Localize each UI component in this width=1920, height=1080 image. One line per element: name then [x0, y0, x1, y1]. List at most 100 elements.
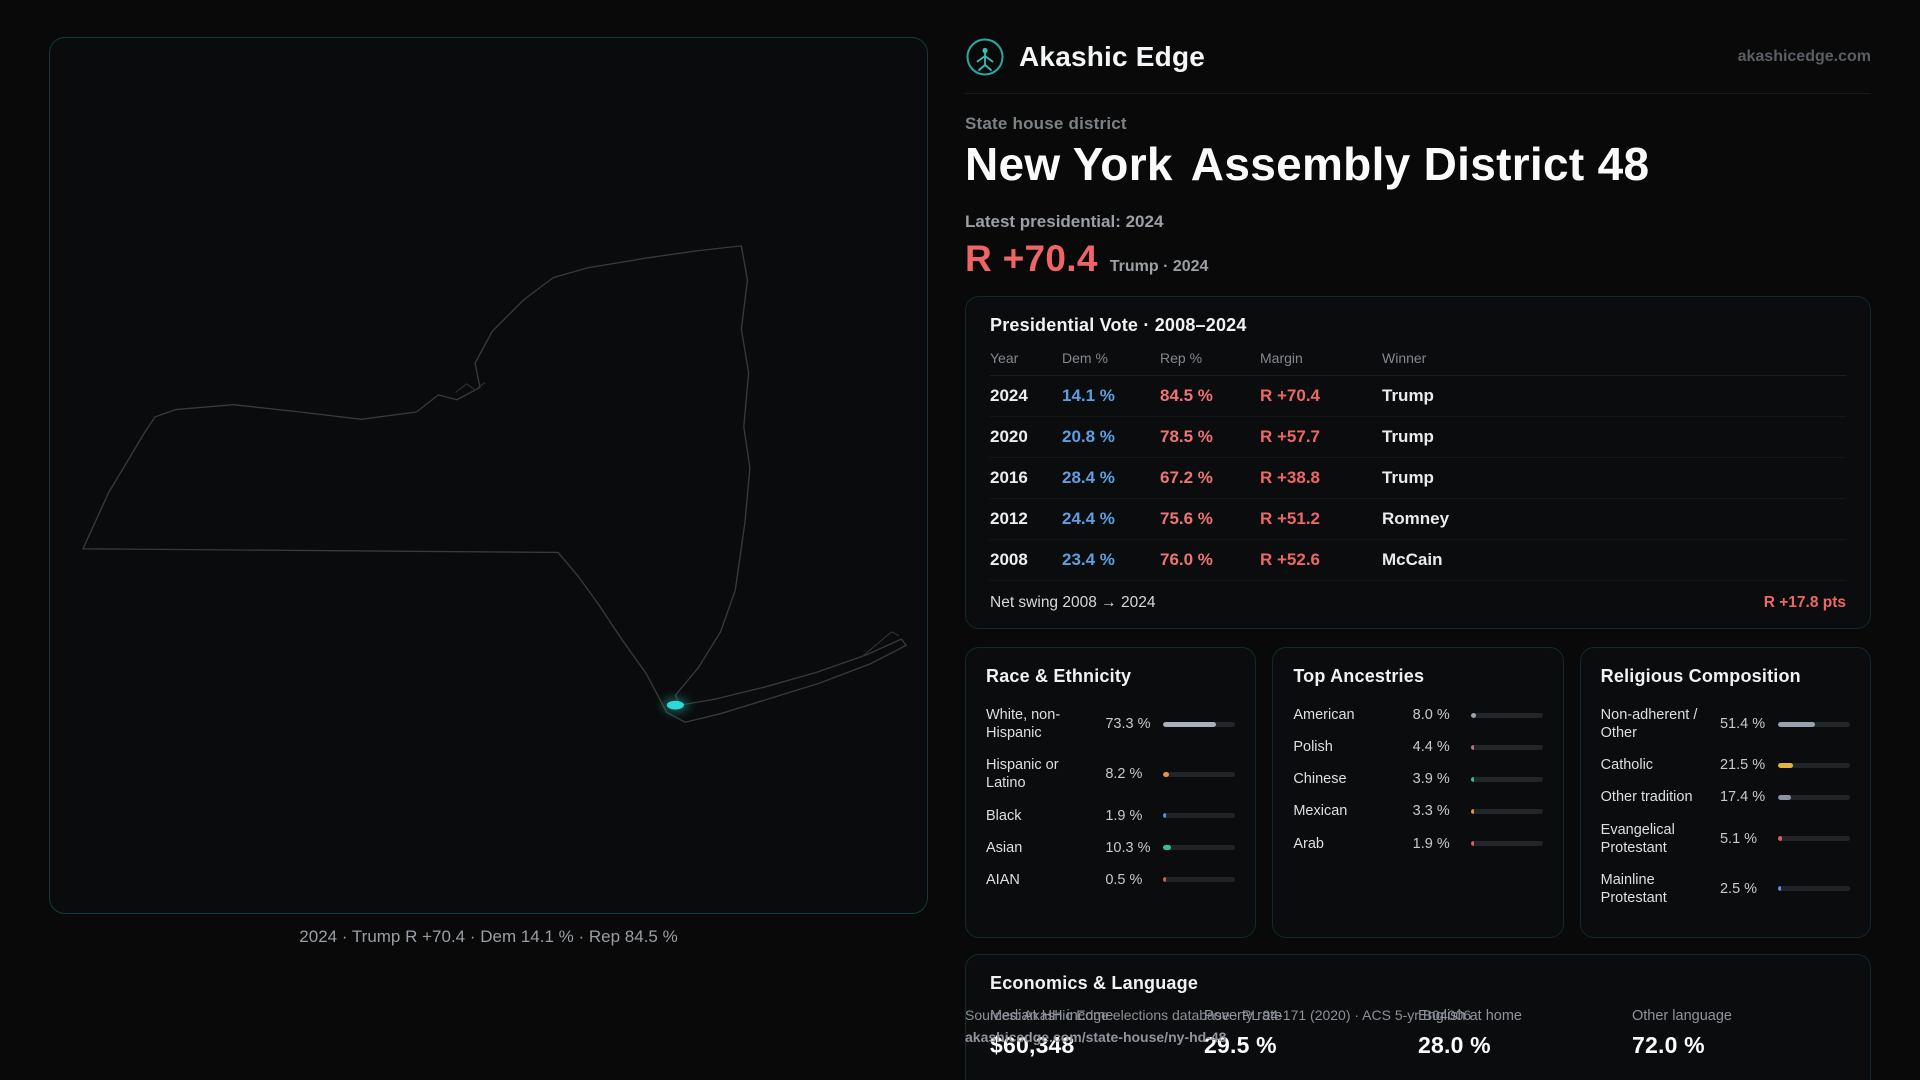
headline-margin-note: Trump · 2024: [1109, 258, 1209, 275]
cell-dem: 24.4 %: [1062, 509, 1115, 528]
district-highlight[interactable]: [666, 700, 684, 710]
table-row: 2016 28.4 % 67.2 % R +38.8 Trump: [990, 458, 1846, 499]
cell-year: 2008: [990, 550, 1028, 569]
demo-bar-fill: [1470, 744, 1474, 750]
table-row: 2008 23.4 % 76.0 % R +52.6 McCain: [990, 540, 1846, 581]
religious-composition-title: Religious Composition: [1600, 666, 1801, 686]
brand-site-link[interactable]: akashicedge.com: [1737, 48, 1871, 65]
race-ethnicity-card: Race & Ethnicity White, non-Hispanic 73.…: [965, 647, 1257, 938]
stat-english-at-home: English at home 28.0 %: [1418, 1008, 1632, 1059]
latest-presidential-label: Latest presidential: 2024: [965, 212, 1164, 231]
cell-winner: Romney: [1382, 509, 1450, 528]
cell-dem: 28.4 %: [1062, 468, 1115, 487]
cell-dem: 20.8 %: [1062, 427, 1115, 446]
demo-label: Evangelical Protestant: [1600, 821, 1675, 856]
stat-label: Other language: [1632, 1008, 1732, 1024]
race-ethnicity-title: Race & Ethnicity: [986, 666, 1132, 686]
demo-value: 1.9 %: [1105, 807, 1143, 824]
col-margin: Margin: [1260, 350, 1303, 366]
cell-year: 2020: [990, 427, 1028, 446]
demo-value: 73.3 %: [1105, 716, 1151, 733]
brand-name: Akashic Edge: [1019, 41, 1206, 72]
stat-label: Poverty rate: [1204, 1008, 1283, 1024]
demo-bar-fill: [1777, 721, 1815, 727]
demo-bar-track: [1777, 762, 1850, 768]
net-swing-label: Net swing 2008 → 2024: [990, 594, 1156, 611]
demo-value: 10.3 %: [1105, 839, 1151, 856]
net-swing-value: R +17.8 pts: [1763, 594, 1846, 611]
demo-bar-fill: [1163, 771, 1170, 777]
demo-label: Hispanic or Latino: [986, 757, 1059, 792]
cell-dem: 23.4 %: [1062, 550, 1115, 569]
demo-bar-track: [1163, 771, 1236, 777]
stat-label: English at home: [1418, 1008, 1522, 1024]
presidential-card-title: Presidential Vote · 2008–2024: [990, 315, 1247, 335]
demo-bar-track: [1163, 877, 1236, 883]
demo-bar-track: [1163, 845, 1236, 851]
demo-bar-fill: [1163, 721, 1217, 727]
economics-language-card: Economics & Language Median HH income $6…: [965, 954, 1871, 1080]
demo-row-item: Arab 1.9 %: [1293, 828, 1543, 860]
demo-label: Chinese: [1293, 771, 1347, 788]
table-row: 2024 14.1 % 84.5 % R +70.4 Trump: [990, 376, 1846, 417]
demo-bar-track: [1470, 808, 1543, 814]
demo-value: 51.4 %: [1719, 716, 1766, 733]
stat-value: $60,348: [990, 1032, 1075, 1058]
headline-margin-row: R +70.4 Trump · 2024: [965, 238, 1871, 280]
demo-bar-track: [1163, 813, 1236, 819]
demo-bar-fill: [1470, 808, 1474, 814]
state-map: [82, 245, 907, 723]
table-row: 2012 24.4 % 75.6 % R +51.2 Romney: [990, 499, 1846, 540]
demo-label: Polish: [1293, 739, 1333, 756]
stat-label: Median HH income: [990, 1008, 1114, 1024]
demo-bar-track: [1470, 744, 1543, 750]
demo-bar-fill: [1470, 712, 1477, 718]
demo-value: 3.3 %: [1412, 803, 1450, 820]
top-ancestries-title: Top Ancestries: [1293, 666, 1425, 686]
demo-label: Asian: [986, 839, 1023, 856]
demo-bar-track: [1777, 886, 1850, 892]
cell-winner: Trump: [1382, 386, 1434, 405]
demo-label: Catholic: [1600, 757, 1654, 774]
demo-value: 2.5 %: [1719, 880, 1758, 897]
permalink[interactable]: akashicedge.com/state-house/ny-hd-48: [965, 1029, 1227, 1045]
stat-value: 72.0 %: [1632, 1032, 1705, 1058]
demo-label: Black: [986, 807, 1022, 824]
map-panel: [49, 37, 928, 914]
demo-bar-fill: [1163, 813, 1167, 819]
demo-label: Arab: [1293, 835, 1324, 852]
demo-value: 17.4 %: [1719, 789, 1766, 806]
sources-line: Sources: Akashic Edge elections database…: [965, 1007, 1472, 1023]
demo-bar-fill: [1163, 845, 1171, 851]
demo-value: 0.5 %: [1105, 871, 1143, 888]
demo-row-item: Mainline Protestant 2.5 %: [1601, 864, 1850, 914]
cell-rep: 76.0 %: [1160, 550, 1213, 569]
economics-stats: Median HH income $60,348 Poverty rate 29…: [990, 1008, 1846, 1059]
demo-label: American: [1293, 707, 1355, 723]
demo-row-item: AIAN 0.5 %: [986, 864, 1236, 896]
cell-rep: 78.5 %: [1160, 427, 1213, 446]
cell-rep: 75.6 %: [1160, 509, 1213, 528]
demo-label: AIAN: [986, 871, 1020, 888]
stat-value: 29.5 %: [1204, 1032, 1277, 1058]
table-row: 2020 20.8 % 78.5 % R +57.7 Trump: [990, 417, 1846, 458]
col-winner: Winner: [1382, 350, 1427, 366]
demo-row-item: Black 1.9 %: [986, 800, 1236, 832]
cell-year: 2016: [990, 468, 1028, 487]
headline-margin-value: R +70.4: [965, 238, 1098, 279]
stat-median-income: Median HH income $60,348: [990, 1008, 1204, 1059]
demo-bar-fill: [1163, 877, 1167, 883]
demo-label: White, non-Hispanic: [986, 707, 1061, 742]
demo-label: Mainline Protestant: [1600, 871, 1667, 906]
col-rep: Rep %: [1160, 350, 1203, 366]
col-year: Year: [990, 350, 1019, 366]
demographics-row: Race & Ethnicity White, non-Hispanic 73.…: [965, 647, 1871, 938]
demo-bar-fill: [1470, 841, 1474, 847]
page-title: New York Assembly District 48: [965, 138, 1871, 190]
stat-poverty-rate: Poverty rate 29.5 %: [1204, 1008, 1418, 1059]
demo-value: 4.4 %: [1412, 739, 1450, 756]
cell-winner: Trump: [1382, 468, 1434, 487]
cell-margin: R +38.8: [1260, 468, 1321, 487]
cell-margin: R +70.4: [1260, 386, 1321, 405]
demo-value: 8.0 %: [1412, 707, 1450, 724]
